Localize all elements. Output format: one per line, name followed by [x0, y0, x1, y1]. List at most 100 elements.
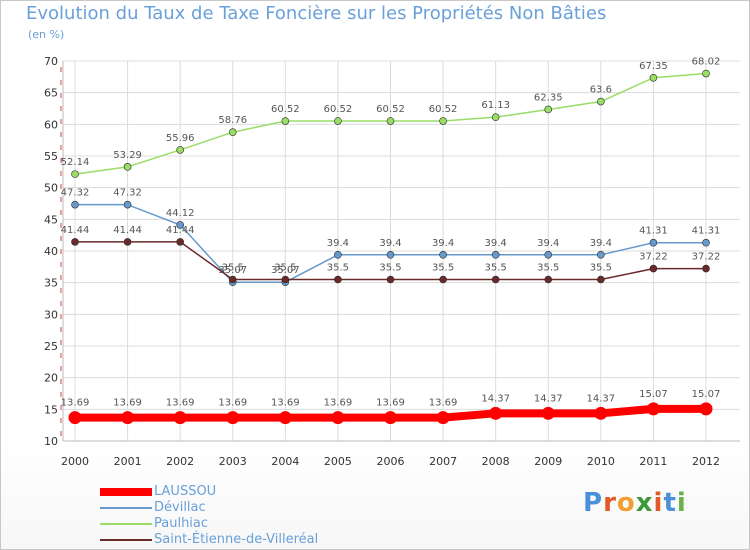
- data-point-saint-etienne-de-villereal: [491, 275, 500, 284]
- data-label-paulhiac: 60.52: [271, 104, 300, 115]
- data-point-paulhiac: [228, 128, 237, 136]
- legend-label: Saint-Étienne-de-Villeréal: [154, 532, 319, 547]
- data-point-devillac: [386, 251, 395, 259]
- data-point-paulhiac: [176, 146, 184, 154]
- data-point-paulhiac: [597, 97, 605, 106]
- x-tick-label: 2009: [534, 455, 562, 468]
- data-point-saint-etienne-de-villereal: [71, 238, 79, 246]
- data-point-saint-etienne-de-villereal: [334, 275, 342, 284]
- data-label-laussou: 15.07: [692, 389, 721, 400]
- data-point-laussou: [173, 411, 187, 425]
- data-label-paulhiac: 53.29: [113, 150, 142, 161]
- x-tick-label: 2005: [324, 455, 352, 468]
- data-label-paulhiac: 60.52: [429, 104, 458, 115]
- data-label-saint-etienne-de-villereal: 37.22: [692, 252, 721, 263]
- legend-label: Paulhiac: [154, 516, 209, 531]
- legend-swatch: [100, 523, 152, 525]
- data-label-devillac: 44.12: [166, 208, 195, 219]
- data-point-laussou: [436, 411, 450, 425]
- data-point-saint-etienne-de-villereal: [702, 264, 710, 273]
- data-point-saint-etienne-de-villereal: [123, 238, 132, 246]
- y-tick-label: 40: [44, 245, 58, 258]
- chart-subtitle: (en %): [28, 28, 65, 41]
- legend: LAUSSOU Dévillac Paulhiac Saint-Étienne-de-…: [100, 484, 318, 548]
- data-point-laussou: [646, 402, 660, 416]
- data-point-laussou: [226, 411, 240, 425]
- data-point-paulhiac: [386, 117, 395, 125]
- y-tick-label: 70: [44, 55, 58, 68]
- y-tick-label: 30: [44, 308, 58, 321]
- x-tick-label: 2002: [166, 455, 194, 468]
- data-label-devillac: 47.32: [61, 188, 90, 199]
- data-label-paulhiac: 62.35: [534, 92, 563, 103]
- x-tick-label: 2011: [639, 455, 667, 468]
- data-label-devillac: 39.4: [537, 238, 559, 249]
- data-point-devillac: [439, 251, 447, 259]
- data-point-laussou: [68, 411, 82, 425]
- data-point-saint-etienne-de-villereal: [386, 275, 395, 284]
- data-label-paulhiac: 52.14: [61, 157, 90, 168]
- data-point-saint-etienne-de-villereal: [544, 275, 553, 284]
- logo-letter: P: [583, 488, 604, 518]
- data-label-paulhiac: 67.35: [639, 61, 668, 72]
- data-label-devillac: 39.4: [590, 238, 612, 249]
- y-tick-label: 60: [44, 118, 58, 131]
- data-label-saint-etienne-de-villereal: 35.5: [327, 263, 349, 274]
- data-point-devillac: [334, 251, 342, 259]
- y-tick-label: 35: [44, 277, 58, 290]
- data-point-laussou: [121, 411, 135, 425]
- legend-item-laussou: LAUSSOU: [100, 484, 318, 500]
- data-label-saint-etienne-de-villereal: 35.5: [590, 263, 612, 274]
- data-point-saint-etienne-de-villereal: [439, 275, 447, 284]
- data-label-paulhiac: 61.13: [481, 100, 510, 111]
- logo-letter: i: [653, 488, 664, 518]
- data-label-paulhiac: 60.52: [324, 104, 353, 115]
- data-label-saint-etienne-de-villereal: 35.5: [432, 263, 454, 274]
- data-label-paulhiac: 60.52: [376, 104, 405, 115]
- data-point-saint-etienne-de-villereal: [281, 275, 290, 284]
- legend-item-saint-etienne-de-villereal: Saint-Étienne-de-Villeréal: [100, 532, 318, 548]
- data-label-laussou: 13.69: [324, 398, 353, 409]
- data-label-laussou: 14.37: [534, 393, 563, 404]
- y-tick-label: 45: [44, 213, 58, 226]
- y-tick-label: 50: [44, 182, 58, 195]
- data-label-laussou: 14.37: [587, 393, 616, 404]
- x-tick-label: 2008: [482, 455, 510, 468]
- data-label-devillac: 39.4: [485, 238, 507, 249]
- y-tick-label: 20: [44, 372, 58, 385]
- x-tick-label: 2004: [271, 455, 299, 468]
- data-label-saint-etienne-de-villereal: 41.44: [166, 225, 195, 236]
- data-label-laussou: 13.69: [113, 398, 142, 409]
- data-point-paulhiac: [702, 69, 710, 78]
- chart-title: Evolution du Taux de Taxe Foncière sur l…: [26, 3, 607, 24]
- data-label-laussou: 13.69: [376, 398, 405, 409]
- data-label-saint-etienne-de-villereal: 35.5: [274, 263, 296, 274]
- logo-letter: x: [635, 488, 654, 518]
- legend-item-paulhiac: Paulhiac: [100, 516, 318, 532]
- data-label-laussou: 13.69: [61, 398, 90, 409]
- legend-label: Dévillac: [154, 500, 206, 515]
- data-label-laussou: 13.69: [218, 398, 247, 409]
- data-point-devillac: [71, 200, 79, 209]
- logo-letter: o: [616, 488, 636, 518]
- data-label-devillac: 47.32: [113, 188, 142, 199]
- data-point-devillac: [123, 200, 132, 209]
- data-point-paulhiac: [281, 117, 290, 125]
- data-label-paulhiac: 68.02: [692, 57, 721, 68]
- logo-letter: i: [676, 488, 687, 518]
- data-label-laussou: 14.37: [481, 393, 510, 404]
- data-point-devillac: [491, 251, 500, 259]
- data-point-laussou: [489, 406, 503, 420]
- data-label-devillac: 39.4: [327, 238, 349, 249]
- x-tick-label: 2010: [587, 455, 615, 468]
- data-point-saint-etienne-de-villereal: [597, 275, 605, 284]
- y-tick-label: 15: [44, 403, 58, 416]
- data-label-saint-etienne-de-villereal: 35.5: [537, 263, 559, 274]
- data-label-devillac: 39.4: [432, 238, 454, 249]
- data-label-devillac: 35.07: [218, 265, 247, 276]
- legend-swatch: [100, 488, 152, 496]
- data-label-devillac: 41.31: [692, 226, 721, 237]
- data-point-laussou: [699, 402, 713, 416]
- data-label-laussou: 13.69: [166, 398, 195, 409]
- data-point-saint-etienne-de-villereal: [649, 264, 658, 273]
